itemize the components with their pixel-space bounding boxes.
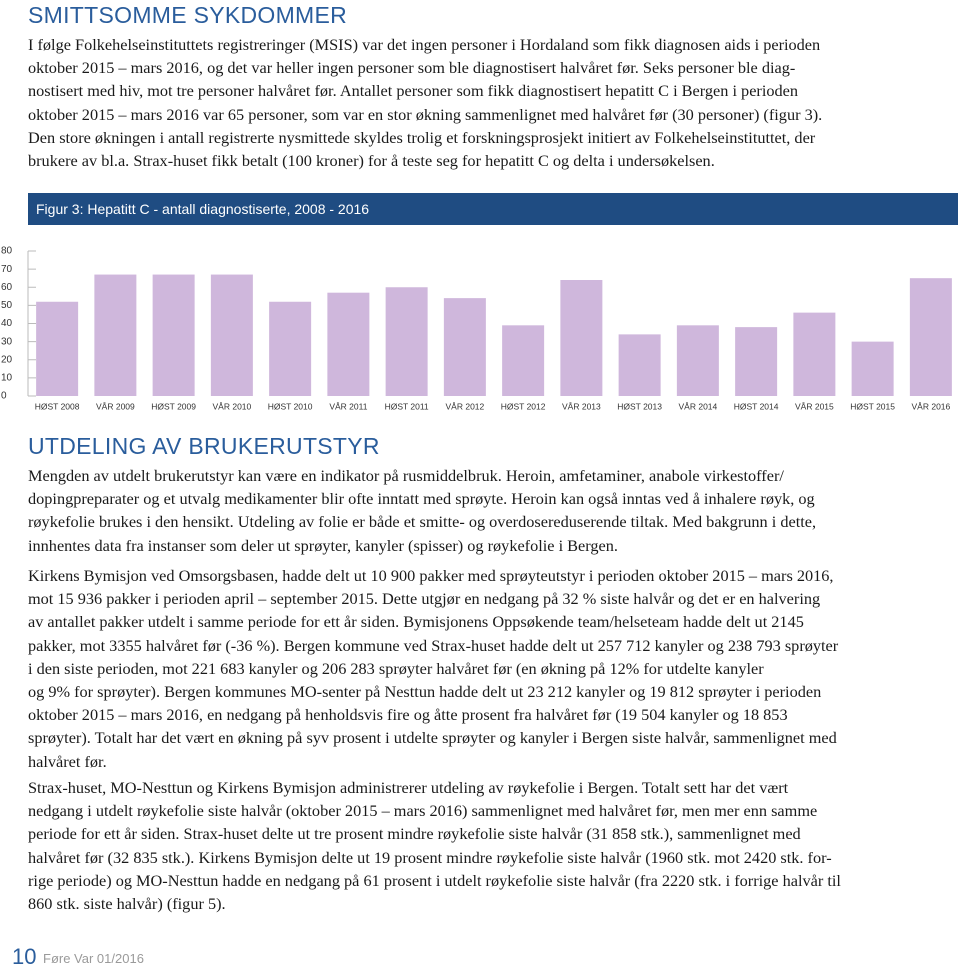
x-tick-label: HØST 2010 xyxy=(268,401,313,411)
x-tick-label: VÅR 2011 xyxy=(329,401,367,411)
text-line: nostisert med hiv, mot tre personer halv… xyxy=(28,81,799,101)
text-line: rige periode) og MO-Nesttun hadde en ned… xyxy=(28,870,841,890)
x-tick-label: HØST 2014 xyxy=(734,401,779,411)
text-line: dopingpreparater og et utvalg medikament… xyxy=(28,489,815,509)
page-number: 10 xyxy=(12,944,37,969)
text-line: pakker, mot 3355 halvåret før (-36 %). B… xyxy=(28,635,839,655)
x-tick-label: HØST 2009 xyxy=(151,401,196,411)
text-line: innhentes data fra instanser som deler u… xyxy=(28,535,618,555)
y-tick-label: 50 xyxy=(1,300,13,311)
x-tick-label: HØST 2011 xyxy=(385,401,429,411)
bar xyxy=(560,280,603,396)
text-line: oktober 2015 – mars 2016, en nedgang på … xyxy=(28,705,788,725)
text-line: brukere av bl.a. Strax-huset fikk betalt… xyxy=(28,151,715,171)
x-tick-label: HØST 2012 xyxy=(501,401,546,411)
text-line: 860 stk. siste halvår) (figur 5). xyxy=(28,894,226,914)
text-line: av antallet pakker utdelt i samme period… xyxy=(28,612,804,632)
text-line: Den store økningen i antall registrerte … xyxy=(28,127,816,147)
x-tick-label: HØST 2013 xyxy=(617,401,662,411)
paragraph: I følge Folkehelseinstituttets registrer… xyxy=(28,33,822,172)
y-tick-label: 70 xyxy=(1,264,13,275)
text-line: halvåret før. xyxy=(28,751,107,771)
text-line: nedgang i utdelt røykefolie siste halvår… xyxy=(28,801,818,821)
bar xyxy=(618,334,661,396)
paragraph: Strax-huset, MO-Nesttun og Kirkens Bymis… xyxy=(28,776,841,915)
x-tick-label: VÅR 2014 xyxy=(679,401,718,411)
text-line: Mengden av utdelt brukerutstyr kan være … xyxy=(28,466,784,485)
y-tick-label: 80 xyxy=(1,246,13,257)
bar xyxy=(94,274,137,396)
text-line: røykefolie brukes i den hensikt. Utdelin… xyxy=(28,512,817,532)
chart: 0 10 20 30 40 50 60 70 80 HØST 2008 VÅR 2009 HØST 2… xyxy=(1,246,952,411)
text-line: Kirkens Bymisjon ved Omsorgsbasen, hadde… xyxy=(28,566,834,585)
paragraph: Kirkens Bymisjon ved Omsorgsbasen, hadde… xyxy=(28,564,838,773)
x-tick-label: HØST 2008 xyxy=(35,401,80,411)
text-line: sprøyter). Totalt har det vært en økning… xyxy=(28,728,837,748)
bar xyxy=(502,325,545,396)
text-line: mot 15 936 pakker i perioden april – sep… xyxy=(28,589,821,609)
bar xyxy=(269,301,312,396)
y-tick-label: 60 xyxy=(1,282,13,293)
y-tick-label: 20 xyxy=(1,354,13,365)
publication: Føre Var 01/2016 xyxy=(43,951,144,966)
bar xyxy=(793,312,836,396)
x-tick-label: HØST 2015 xyxy=(850,401,895,411)
bar xyxy=(735,327,778,396)
bar xyxy=(385,287,428,396)
text-line: oktober 2015 – mars 2016, og det var hel… xyxy=(28,58,796,78)
y-tick-label: 10 xyxy=(1,373,13,384)
bar xyxy=(851,341,894,396)
y-tick-label: 0 xyxy=(1,391,7,402)
text-line: halvåret før (32 835 stk.). Kirkens Bymi… xyxy=(28,847,832,867)
x-tick-label: VÅR 2009 xyxy=(96,401,135,411)
figure-header: Figur 3: Hepatitt C - antall diagnostise… xyxy=(28,193,958,225)
text-line: Strax-huset, MO-Nesttun og Kirkens Bymis… xyxy=(28,778,789,797)
x-tick-label: VÅR 2010 xyxy=(213,401,252,411)
bar xyxy=(327,292,370,396)
x-tick-label: VÅR 2016 xyxy=(912,401,951,411)
bar xyxy=(36,301,79,396)
bar xyxy=(152,274,195,396)
text-line: og 9% for sprøyter). Bergen kommunes MO-… xyxy=(28,682,822,702)
text-line: I følge Folkehelseinstituttets registrer… xyxy=(28,35,821,54)
bar xyxy=(676,325,719,396)
section-title: UTDELING AV BRUKERUTSTYR xyxy=(28,433,380,459)
y-tick-label: 40 xyxy=(1,318,13,329)
bar xyxy=(210,274,253,396)
bar xyxy=(909,278,952,396)
section-title: SMITTSOMME SYKDOMMER xyxy=(28,2,348,28)
text-line: i den siste perioden, mot 221 683 kanyle… xyxy=(28,658,764,678)
y-tick-label: 30 xyxy=(1,336,13,347)
x-tick-label: VÅR 2012 xyxy=(446,401,485,411)
text-line: periode for ett år siden. Strax-huset de… xyxy=(28,824,801,844)
figure-title: Figur 3: Hepatitt C - antall diagnostise… xyxy=(36,201,370,217)
x-tick-label: VÅR 2013 xyxy=(562,401,601,411)
text-line: oktober 2015 – mars 2016 var 65 personer… xyxy=(28,104,823,124)
paragraph: Mengden av utdelt brukerutstyr kan være … xyxy=(28,464,816,557)
x-tick-label: VÅR 2015 xyxy=(795,401,834,411)
bar xyxy=(443,298,486,396)
